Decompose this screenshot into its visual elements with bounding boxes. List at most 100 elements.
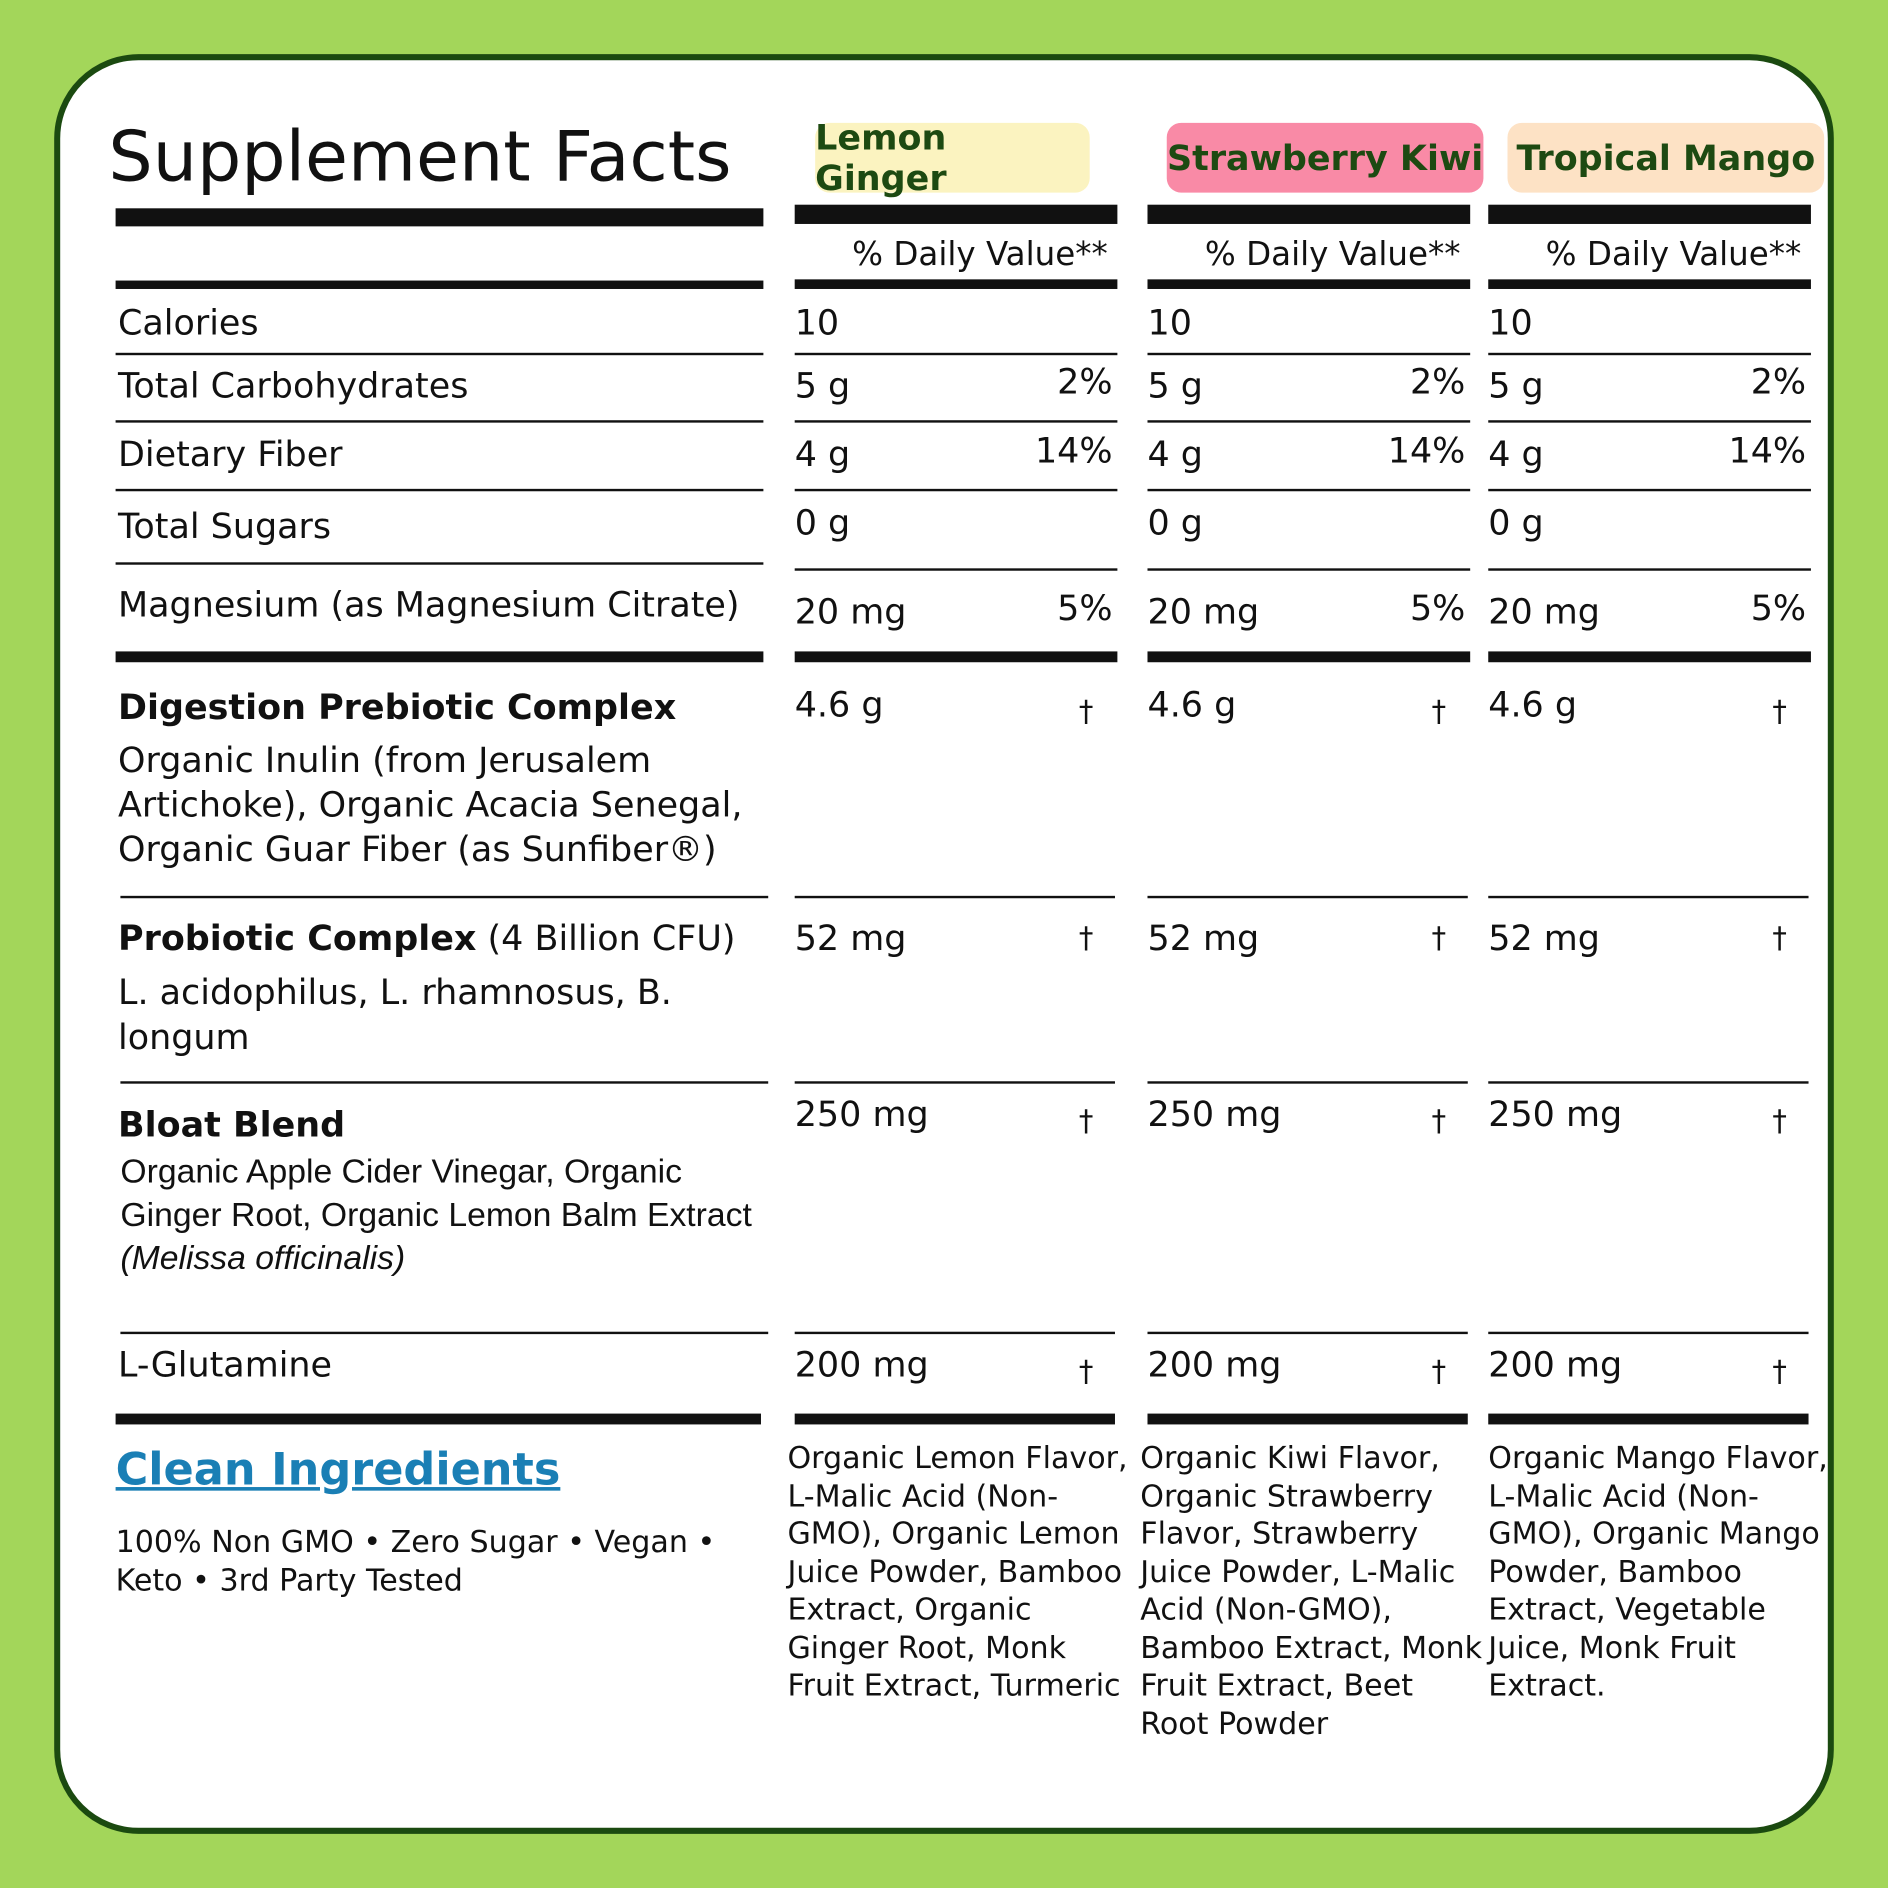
ingredient-description: L. acidophilus, L. rhamnosus, B. longum: [118, 970, 768, 1059]
amount: 4 g: [1147, 433, 1203, 475]
row-label: Dietary Fiber: [118, 433, 343, 475]
rule: [115, 207, 764, 226]
amount: 20 mg: [794, 591, 907, 633]
rule: [1488, 568, 1811, 572]
rule: [794, 650, 1118, 662]
rule: [120, 895, 769, 899]
amount: 4.6 g: [794, 683, 884, 725]
rule: [794, 204, 1118, 224]
other-ingredients: Organic Kiwi Flavor, Organic Strawberry …: [1140, 1440, 1483, 1741]
row-label: Total Sugars: [118, 505, 332, 547]
rule: [794, 488, 1118, 492]
daily-value: †: [1431, 694, 1447, 729]
amount: 4 g: [1488, 433, 1544, 475]
amount: 10: [794, 302, 840, 344]
amount: 4 g: [794, 433, 851, 475]
daily-value: †: [1431, 1354, 1447, 1389]
botanical-name: (Melissa officinalis): [120, 1239, 406, 1277]
row-label: Digestion Prebiotic Complex: [118, 685, 676, 728]
rule: [1488, 488, 1811, 492]
amount: 0 g: [1488, 502, 1544, 544]
rule: [1147, 568, 1471, 572]
amount: 5 g: [1488, 364, 1544, 406]
daily-value-header: % Daily Value**: [852, 236, 1108, 274]
daily-value: 5%: [1057, 587, 1113, 629]
amount: 4.6 g: [1147, 683, 1237, 725]
amount: 52 mg: [1147, 917, 1260, 959]
daily-value: 2%: [1057, 361, 1113, 403]
amount: 250 mg: [1488, 1093, 1623, 1135]
rule: [1147, 1412, 1468, 1424]
daily-value: 14%: [1034, 429, 1113, 471]
other-ingredients: Organic Lemon Flavor, L-Malic Acid (Non-…: [787, 1440, 1128, 1703]
amount: 5 g: [794, 364, 851, 406]
footer-tagline: 100% Non GMO • Zero Sugar • Vegan • Keto…: [115, 1524, 716, 1598]
daily-value: †: [1772, 1354, 1787, 1389]
amount: 0 g: [1147, 502, 1203, 544]
daily-value-header: % Daily Value**: [1204, 236, 1461, 274]
amount: 20 mg: [1147, 591, 1260, 633]
row-label: Probiotic Complex (4 Billion CFU): [118, 916, 736, 959]
rule: [115, 650, 764, 662]
rule: [115, 488, 764, 492]
rule: [1488, 419, 1811, 423]
rule: [1488, 895, 1809, 899]
amount: 250 mg: [1147, 1093, 1282, 1135]
rule: [794, 895, 1115, 899]
rule: [1488, 1080, 1809, 1084]
rule: [120, 1080, 769, 1084]
row-label: Bloat Blend: [118, 1103, 345, 1146]
amount: 5 g: [1147, 364, 1203, 406]
ingredient-description: Organic Apple Cider Vinegar, Organic Gin…: [120, 1150, 770, 1280]
daily-value: 14%: [1728, 429, 1807, 471]
amount: 10: [1147, 302, 1192, 344]
rule: [794, 352, 1118, 356]
daily-value: †: [1772, 921, 1787, 955]
rule: [794, 279, 1118, 289]
daily-value: 2%: [1750, 361, 1807, 403]
amount: 52 mg: [794, 917, 907, 959]
daily-value-header: % Daily Value**: [1545, 236, 1802, 274]
rule: [794, 1331, 1115, 1335]
rule: [120, 1331, 769, 1335]
row-label: L-Glutamine: [118, 1343, 333, 1385]
daily-value: †: [1078, 921, 1094, 955]
rule: [1147, 488, 1471, 492]
ingredient-description: Organic Inulin (from Jerusalem Artichoke…: [118, 738, 768, 872]
rule: [794, 568, 1118, 572]
rule: [115, 419, 764, 423]
rule: [794, 419, 1118, 423]
rule: [1488, 352, 1811, 356]
rule: [1488, 204, 1811, 224]
row-label: Magnesium (as Magnesium Citrate): [118, 583, 740, 625]
amount: 200 mg: [1488, 1343, 1623, 1385]
ingredient-name: Bloat Blend: [118, 1104, 346, 1146]
amount: 52 mg: [1488, 917, 1600, 959]
daily-value: †: [1078, 694, 1094, 729]
daily-value: 5%: [1409, 587, 1466, 629]
rule: [794, 1080, 1115, 1084]
description-text: Organic Apple Cider Vinegar, Organic Gin…: [120, 1152, 752, 1233]
rule: [1488, 650, 1811, 662]
other-ingredients: Organic Mango Flavor, L-Malic Acid (Non-…: [1488, 1440, 1828, 1703]
daily-value: 14%: [1387, 429, 1466, 471]
flavor-pill: Lemon Ginger: [815, 117, 1090, 199]
daily-value: †: [1078, 1104, 1094, 1138]
description-text: L. acidophilus, L. rhamnosus, B. longum: [118, 971, 672, 1058]
flavor-pill: Tropical Mango: [1507, 122, 1825, 193]
rule: [115, 562, 764, 566]
amount: 20 mg: [1488, 591, 1600, 633]
rule: [1488, 1412, 1809, 1424]
rule: [1147, 204, 1471, 224]
amount: 250 mg: [794, 1093, 929, 1135]
rule: [115, 1412, 761, 1424]
ingredient-name: Probiotic Complex: [118, 917, 477, 959]
amount: 4.6 g: [1488, 683, 1578, 725]
rule: [1147, 895, 1468, 899]
title: Supplement Facts: [108, 115, 732, 198]
rule: [115, 352, 764, 356]
rule: [1147, 1080, 1468, 1084]
description-text: Organic Inulin (from Jerusalem Artichoke…: [118, 739, 743, 870]
row-label: Total Carbohydrates: [118, 364, 469, 406]
